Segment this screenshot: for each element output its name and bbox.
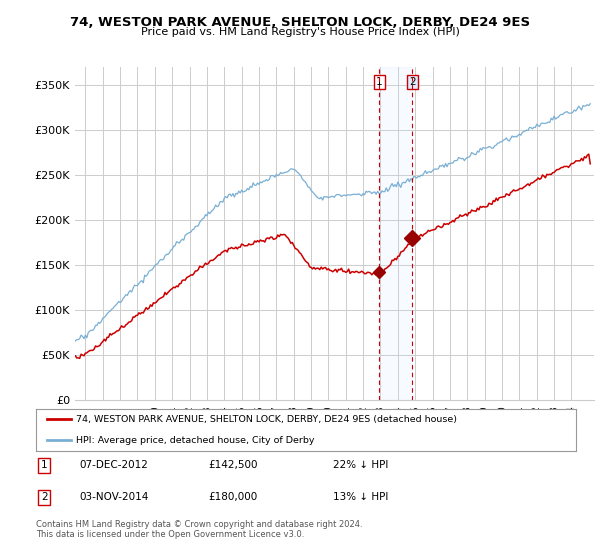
Text: HPI: Average price, detached house, City of Derby: HPI: Average price, detached house, City…: [77, 436, 315, 445]
Text: 07-DEC-2012: 07-DEC-2012: [79, 460, 148, 470]
Text: Contains HM Land Registry data © Crown copyright and database right 2024.
This d: Contains HM Land Registry data © Crown c…: [36, 520, 362, 539]
Text: 2: 2: [409, 77, 416, 87]
Text: £142,500: £142,500: [209, 460, 259, 470]
Text: 2: 2: [41, 492, 47, 502]
Text: 74, WESTON PARK AVENUE, SHELTON LOCK, DERBY, DE24 9ES: 74, WESTON PARK AVENUE, SHELTON LOCK, DE…: [70, 16, 530, 29]
Text: 74, WESTON PARK AVENUE, SHELTON LOCK, DERBY, DE24 9ES (detached house): 74, WESTON PARK AVENUE, SHELTON LOCK, DE…: [77, 415, 458, 424]
Bar: [379, 67, 412, 400]
Text: 13% ↓ HPI: 13% ↓ HPI: [333, 492, 388, 502]
Text: 1: 1: [376, 77, 382, 87]
Text: 22% ↓ HPI: 22% ↓ HPI: [333, 460, 388, 470]
Text: 1: 1: [41, 460, 47, 470]
Text: £180,000: £180,000: [209, 492, 258, 502]
Text: Price paid vs. HM Land Registry's House Price Index (HPI): Price paid vs. HM Land Registry's House …: [140, 27, 460, 37]
Text: 03-NOV-2014: 03-NOV-2014: [79, 492, 149, 502]
